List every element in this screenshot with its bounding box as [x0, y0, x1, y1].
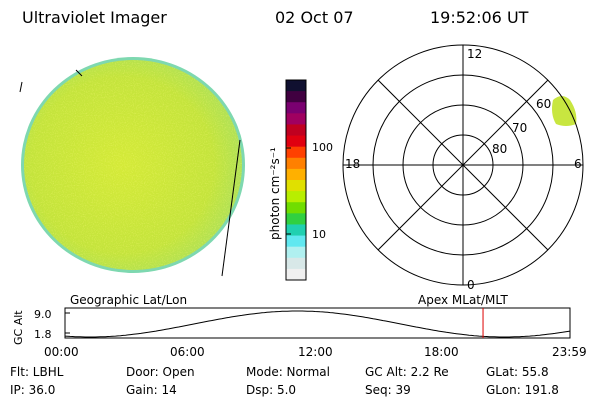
colorbar-label: photon cm⁻²s⁻¹	[268, 147, 282, 240]
dsp-status: Dsp: 5.0	[246, 383, 297, 397]
colorbar-band	[286, 191, 306, 203]
colorbar-band	[286, 91, 306, 103]
colorbar-band	[286, 224, 306, 237]
colorbar-band	[286, 246, 306, 259]
colorbar-band	[286, 257, 306, 270]
orbit-ytick-top: 9.0	[34, 308, 52, 321]
gc-alt-status: GC Alt: 2.2 Re	[365, 365, 449, 379]
colorbar-band	[286, 113, 306, 125]
colorbar	[285, 79, 307, 281]
colorbar-band	[286, 102, 306, 114]
colorbar-band	[286, 168, 306, 181]
terminator-line	[221, 139, 241, 277]
orbit-altitude-plot	[64, 307, 571, 339]
glat-status: GLat: 55.8	[486, 365, 549, 379]
colorbar-band	[286, 135, 306, 148]
auroral-patch	[552, 96, 577, 126]
colorbar-band	[286, 180, 306, 192]
lat-label-80: 80	[492, 142, 507, 156]
colorbar-band	[286, 235, 306, 248]
door-status: Door: Open	[126, 365, 195, 379]
mlt-label-18: 18	[345, 157, 360, 171]
altitude-curve	[64, 310, 571, 338]
earth-disk-image	[19, 57, 245, 277]
mlt-label-6: 6	[574, 157, 582, 171]
colorbar-band	[286, 80, 306, 92]
colorbar-band	[286, 202, 306, 214]
instrument-title: Ultraviolet Imager	[22, 8, 167, 27]
ip-status: IP: 36.0	[10, 383, 56, 397]
apex-label: Apex MLat/MLT	[418, 293, 508, 307]
colorbar-band	[286, 157, 306, 170]
orbit-xtick-0600: 06:00	[170, 345, 205, 359]
orbit-ylabel: GC Alt	[12, 310, 25, 345]
orbit-ytick-bottom: 1.8	[34, 328, 52, 341]
orbit-xtick-1200: 12:00	[298, 345, 333, 359]
orbit-xtick-1800: 18:00	[424, 345, 459, 359]
lat-label-60: 60	[536, 97, 551, 111]
colorbar-band	[286, 268, 306, 281]
date-label: 02 Oct 07	[275, 8, 354, 27]
gain-status: Gain: 14	[126, 383, 177, 397]
colorbar-band	[286, 146, 306, 159]
lat-label-70: 70	[512, 121, 527, 135]
filter-status: Flt: LBHL	[10, 365, 64, 379]
geographic-label: Geographic Lat/Lon	[70, 293, 187, 307]
mlt-label-12: 12	[467, 47, 482, 61]
colorbar-tick-10: 10	[312, 228, 326, 241]
orbit-xtick-2359: 23:59	[552, 345, 587, 359]
mode-status: Mode: Normal	[246, 365, 330, 379]
mlt-label-0: 0	[467, 278, 475, 292]
orbit-xtick-0000: 00:00	[44, 345, 79, 359]
glon-status: GLon: 191.8	[486, 383, 559, 397]
colorbar-tick-100: 100	[312, 141, 333, 154]
colorbar-band	[286, 213, 306, 225]
seq-status: Seq: 39	[365, 383, 411, 397]
time-label: 19:52:06 UT	[430, 8, 529, 27]
polar-grid	[342, 44, 584, 286]
colorbar-band	[286, 124, 306, 137]
